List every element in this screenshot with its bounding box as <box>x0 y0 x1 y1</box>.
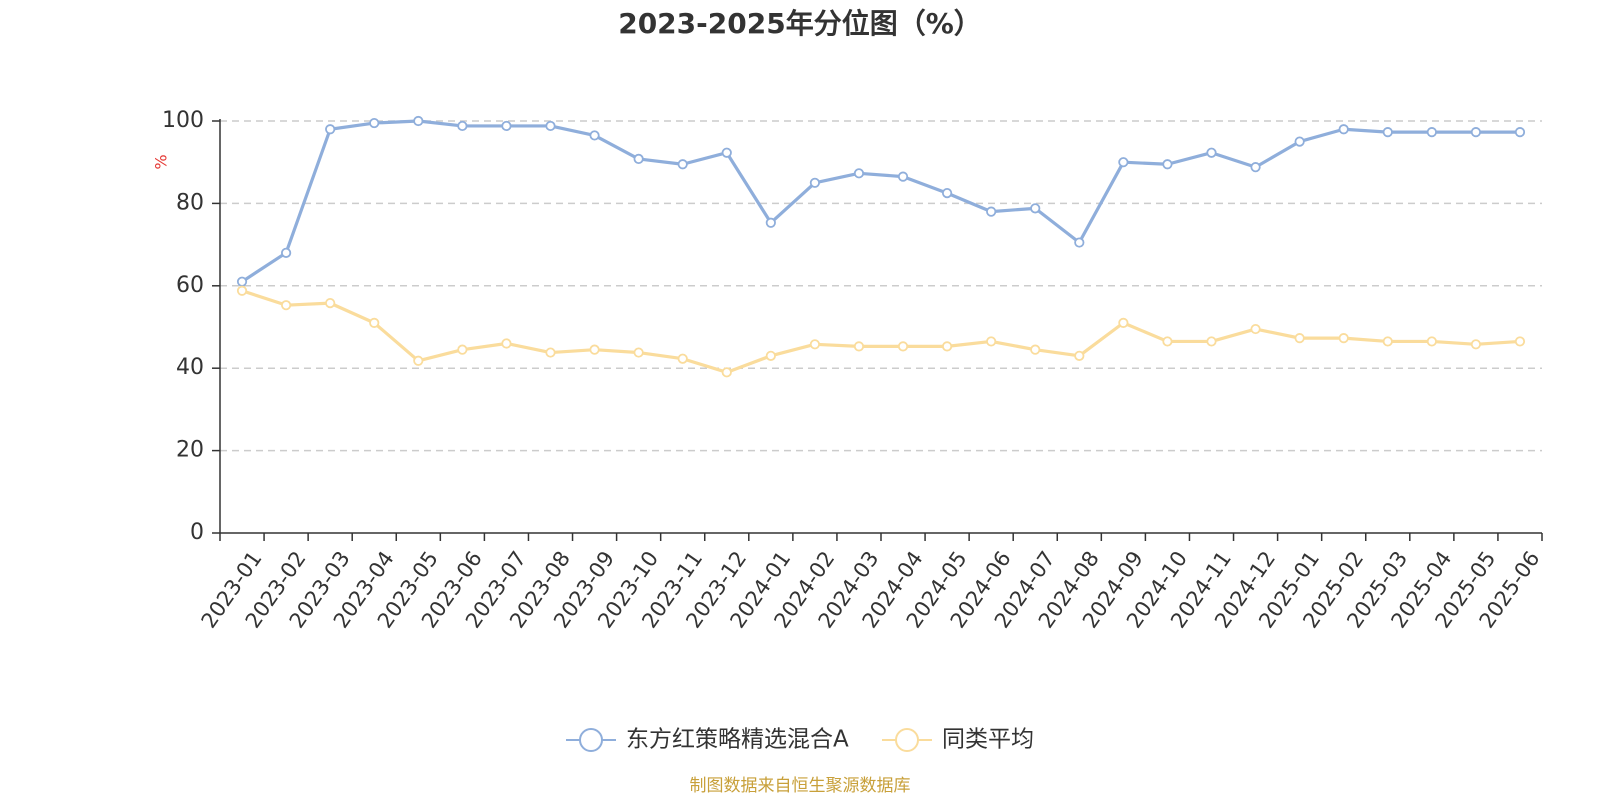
legend-item-fund[interactable]: 东方红策略精选混合A <box>566 727 849 753</box>
series-1-point[interactable] <box>369 317 380 328</box>
series-1-point[interactable] <box>1074 350 1085 361</box>
series-0-point[interactable] <box>1206 147 1217 158</box>
series-0-point[interactable] <box>765 217 776 228</box>
series-1-point[interactable] <box>1514 336 1526 347</box>
series-0-point[interactable] <box>897 171 909 182</box>
series-0-point[interactable] <box>853 168 865 179</box>
series-0-point[interactable] <box>1338 124 1349 135</box>
series-1-point[interactable] <box>897 341 909 352</box>
series-1-point[interactable] <box>677 353 688 364</box>
series-1-point[interactable] <box>589 344 600 355</box>
series-1-point[interactable] <box>941 341 953 352</box>
legend-peer-circle-icon <box>895 728 919 752</box>
y-tick-label: 60 <box>176 273 204 298</box>
series-1-point[interactable] <box>1470 339 1482 350</box>
legend-fund-label: 东方红策略精选混合A <box>626 727 849 753</box>
y-axis-unit-label: % <box>152 154 171 169</box>
series-0-point[interactable] <box>941 188 953 199</box>
series-line-0 <box>241 119 1520 284</box>
series-1-point[interactable] <box>1338 333 1349 344</box>
y-tick-label: 100 <box>162 108 204 133</box>
y-tick-label: 0 <box>190 520 204 545</box>
series-line-1 <box>241 289 1521 374</box>
series-1-point[interactable] <box>545 347 556 358</box>
axes <box>212 119 1543 541</box>
series-0-point[interactable] <box>1162 159 1173 170</box>
series-0-point[interactable] <box>677 159 688 170</box>
series-1-point[interactable] <box>413 355 424 366</box>
series-1-point[interactable] <box>1426 336 1437 347</box>
series-1-point[interactable] <box>1030 344 1041 355</box>
legend-fund-circle-icon <box>579 728 603 752</box>
series-0-point[interactable] <box>633 153 644 165</box>
series-0-point[interactable] <box>1030 203 1041 214</box>
series-1-point[interactable] <box>236 285 248 296</box>
series-0-point[interactable] <box>413 115 424 127</box>
x-axis-ticks: 2023-012023-022023-032023-042023-052023-… <box>197 547 1545 633</box>
series-1-point[interactable] <box>501 338 512 349</box>
series-0-point[interactable] <box>1382 127 1393 138</box>
series-1-point[interactable] <box>1250 323 1261 335</box>
series-0-point[interactable] <box>545 120 556 132</box>
series-1-point[interactable] <box>633 347 644 358</box>
series-0-point[interactable] <box>1514 127 1526 138</box>
y-tick-label: 20 <box>176 438 204 463</box>
series-0-point[interactable] <box>280 247 292 258</box>
series-0-point[interactable] <box>369 117 380 129</box>
y-tick-label: 40 <box>176 355 204 380</box>
series-1-point[interactable] <box>986 336 997 347</box>
legend-peer-label: 同类平均 <box>942 727 1034 753</box>
series-0-point[interactable] <box>1250 162 1261 173</box>
series-1-point[interactable] <box>809 339 821 350</box>
grid-lines <box>220 120 1542 452</box>
series-0-point[interactable] <box>236 276 248 287</box>
series-1-point[interactable] <box>765 350 776 361</box>
series-0-point[interactable] <box>809 177 821 188</box>
legend: 东方红策略精选混合A 同类平均 <box>566 727 1034 753</box>
series-0-point[interactable] <box>986 206 997 217</box>
series-0-point[interactable] <box>1118 157 1129 168</box>
series-0-point[interactable] <box>589 130 600 141</box>
chart-title: 2023-2025年分位图（%） <box>618 7 982 40</box>
series-1-point[interactable] <box>457 344 468 355</box>
series-1-point[interactable] <box>1162 336 1173 347</box>
series-1-point[interactable] <box>853 341 865 352</box>
series-0-point[interactable] <box>1426 127 1437 138</box>
series-1-point[interactable] <box>721 367 732 378</box>
series-1-point[interactable] <box>1382 336 1393 347</box>
series-1-point[interactable] <box>325 298 336 309</box>
series-0 <box>236 115 1526 287</box>
series-0-point[interactable] <box>501 120 512 132</box>
series-0-point[interactable] <box>325 124 336 135</box>
series-1-point[interactable] <box>1294 333 1305 344</box>
y-tick-label: 80 <box>176 190 204 215</box>
y-axis-ticks: 0 20 40 60 80 100 <box>162 108 204 545</box>
series-0-point[interactable] <box>457 120 468 132</box>
series-1-point[interactable] <box>280 300 292 311</box>
series-lines <box>236 115 1526 378</box>
series-1-point[interactable] <box>1118 317 1129 328</box>
series-1 <box>236 285 1526 378</box>
data-source-note: 制图数据来自恒生聚源数据库 <box>690 776 911 796</box>
series-0-point[interactable] <box>1470 127 1482 138</box>
series-0-point[interactable] <box>1294 136 1305 147</box>
legend-item-peer-average[interactable]: 同类平均 <box>882 727 1034 753</box>
series-0-point[interactable] <box>721 147 732 158</box>
series-0-point[interactable] <box>1074 237 1085 248</box>
series-1-point[interactable] <box>1206 336 1217 347</box>
